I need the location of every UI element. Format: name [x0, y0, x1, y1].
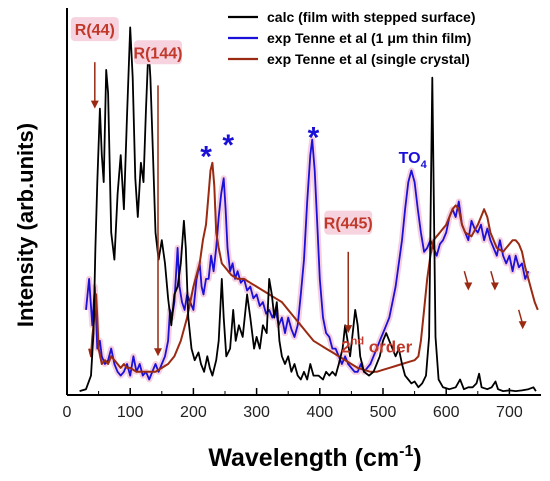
x-axis-label-main: Wavelength (cm	[208, 444, 399, 472]
axis-layer	[66, 8, 541, 396]
annotation-layer: R(44) R(144) R(445) * * * TO4 2nd order	[70, 17, 527, 357]
peak-marker-asterisk: *	[222, 129, 234, 162]
annotation-label: R(44)	[75, 22, 115, 39]
legend-label: exp Tenne et al (single crystal)	[267, 51, 470, 67]
annotation-label: R(445)	[324, 216, 373, 233]
annotation-text-tail: order	[364, 337, 413, 356]
x-tick-label: 400	[306, 404, 333, 421]
x-tick-label: 100	[117, 404, 144, 421]
second-order-arrow-head	[518, 321, 527, 330]
x-tick-label: 0	[63, 404, 72, 421]
series-thin-film-halo	[83, 136, 532, 383]
x-tick-label: 500	[370, 404, 397, 421]
x-axis-label-close: )	[413, 444, 421, 472]
legend: calc (film with stepped surface) exp Tenn…	[228, 9, 476, 67]
legend-label: calc (film with stepped surface)	[267, 9, 476, 25]
second-order-arrow-head	[490, 282, 499, 291]
second-order-arrow-head	[464, 282, 473, 291]
series-line-calc	[79, 26, 537, 392]
legend-label: exp Tenne et al (1 μm thin film)	[267, 30, 471, 46]
x-tick-label: 600	[433, 404, 460, 421]
x-tick-label: 300	[243, 404, 270, 421]
annotation-label: R(144)	[134, 45, 183, 62]
annotation-bg	[70, 17, 119, 42]
annotation-bg	[324, 210, 373, 235]
annotation-arrow-head	[154, 348, 163, 357]
x-tick-label: 700	[496, 404, 523, 421]
x-axis-label-exponent: -1	[399, 443, 413, 460]
annotation-arrow-head	[344, 325, 353, 334]
annotation-text: 2nd order	[341, 335, 412, 356]
annotation-text-main: TO	[399, 150, 421, 167]
annotation-arrow-head	[90, 100, 99, 109]
series-layer	[79, 26, 539, 392]
annotation-text: TO4	[399, 150, 428, 171]
annotation-text-main: 2	[341, 337, 350, 356]
peak-marker-asterisk: *	[200, 141, 212, 174]
x-tick-labels: 0 100 200 300 400 500 600 700	[63, 388, 523, 421]
x-tick-label: 200	[180, 404, 207, 421]
annotation-superscript: nd	[351, 335, 364, 347]
peak-marker-asterisk: *	[308, 121, 320, 154]
annotation-subscript: 4	[421, 159, 428, 171]
x-axis-label: Wavelength (cm-1)	[208, 443, 421, 472]
y-axis-label: Intensity (arb.units)	[13, 123, 38, 327]
annotation-bg	[134, 40, 183, 65]
series-line-single-crystal	[88, 161, 539, 373]
